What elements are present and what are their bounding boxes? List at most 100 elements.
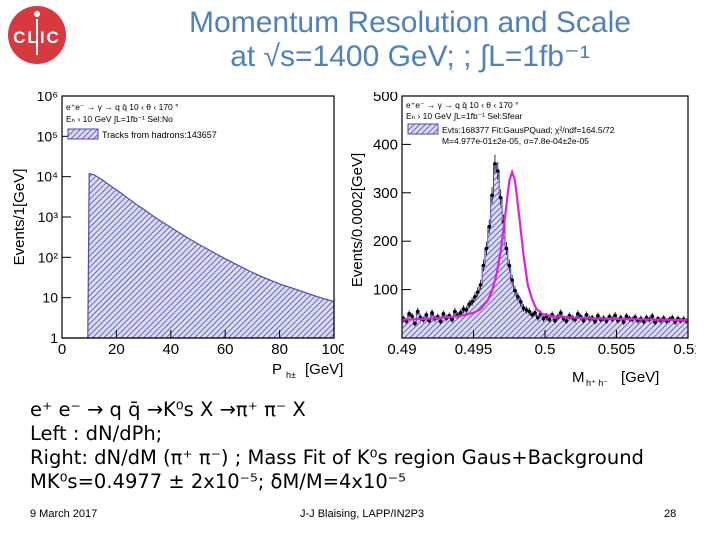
clic-logo: CLIC [8, 6, 66, 64]
left-x-axis-label: P h± [GeV] [272, 361, 343, 380]
mass-data-point [504, 246, 509, 251]
mass-data-point [596, 313, 600, 318]
mass-data-point [581, 318, 586, 323]
left-x-tick-label: 40 [162, 341, 179, 358]
left-axes: 0 20 40 60 80 100 1 10 10² 10³ 10⁴ 10⁵ 10⁶ [36, 92, 344, 358]
body-line-left: Left : dN/dPh; [30, 422, 163, 445]
left-y-axis-label: Events/1[GeV] [11, 169, 28, 266]
svg-text:h±: h± [286, 370, 296, 380]
left-plot-area [62, 172, 335, 339]
mass-data-point [450, 317, 454, 322]
mass-data-point [558, 311, 563, 315]
mass-data-point [593, 319, 597, 324]
gaus-fit-curve [401, 168, 689, 322]
mass-data-point [576, 312, 580, 316]
footer-date: 9 March 2017 [30, 508, 98, 520]
svg-text:[GeV]: [GeV] [621, 369, 659, 386]
right-y-tick-label: 400 [373, 136, 398, 153]
logo-text: CLIC [13, 28, 61, 47]
mass-data-point [424, 312, 429, 317]
mass-data-point [510, 278, 514, 282]
mass-data-point [513, 288, 517, 293]
mass-data-point [650, 314, 655, 319]
right-axes: 0.49 0.495 0.5 0.505 0.51 100 200 300 400 500 [373, 92, 696, 358]
svg-text:h⁺ h⁻: h⁺ h⁻ [586, 378, 608, 388]
left-x-tick-label: 60 [217, 341, 234, 358]
left-y-tick-label: 10 [42, 290, 58, 306]
footer-page-number: 28 [664, 508, 677, 520]
right-x-tick-label: 0.505 [598, 341, 636, 358]
left-y-tick-label: 10⁴ [36, 169, 58, 185]
right-x-tick-label: 0.49 [387, 341, 416, 358]
mass-data-point [453, 309, 457, 314]
logo-dot [34, 11, 40, 17]
body-line-mass: MK⁰s=0.4977 ± 2x10⁻⁵; δM/M=4x10⁻⁵ [30, 470, 406, 493]
left-x-tick-label: 0 [58, 341, 66, 358]
mass-data-point [413, 321, 417, 326]
svg-text:e⁺e⁻ → γ → q q̄ 10 ‹ θ ‹ 170 °: e⁺e⁻ → γ → q q̄ 10 ‹ θ ‹ 170 ° [66, 102, 179, 112]
svg-text:Tracks from hadrons:143657: Tracks from hadrons:143657 [102, 130, 217, 140]
right-frame-bg [402, 96, 688, 338]
right-legend: Evts:168377 Fit:GausPQuad; χ²/ndf=164.5/… [407, 123, 615, 146]
mass-data-point [553, 318, 557, 323]
body-line-right: Right: dN/dM (π⁺ π⁻) ; Mass Fit of K⁰s r… [30, 446, 644, 469]
mass-data-point [524, 308, 529, 312]
mass-data-point [516, 295, 520, 299]
mass-data-point [458, 311, 463, 315]
mass-data-point [467, 302, 472, 306]
mass-data-point [475, 290, 480, 294]
right-y-axis-label: Events/0.0002[GeV] [349, 153, 366, 287]
right-y-tick-label: 100 [373, 282, 398, 299]
left-x-tick-label: 80 [271, 341, 288, 358]
right-y-tick-label: 500 [373, 92, 398, 105]
momentum-distribution-area [62, 172, 335, 339]
mass-data-point [498, 195, 503, 200]
right-x-axis-label: M h⁺ h⁻ [GeV] [572, 369, 659, 388]
mass-data-point [496, 169, 500, 173]
left-y-tick-label: 1 [50, 330, 58, 346]
mass-data-point [464, 308, 469, 312]
mass-data-point [490, 193, 494, 198]
svg-text:e⁺e⁻ → γ → q q̄ 10 ‹ θ ‹ 170 °: e⁺e⁻ → γ → q q̄ 10 ‹ θ ‹ 170 ° [406, 100, 519, 110]
mass-data-point [441, 312, 446, 316]
mass-data-point [438, 319, 443, 324]
mass-data-point [407, 312, 411, 316]
mass-data-point [430, 311, 434, 315]
mass-data-point [530, 312, 534, 317]
title-line-1: Momentum Resolution and Scale [189, 6, 631, 39]
left-y-tick-label: 10³ [38, 209, 59, 225]
slide-body: e⁺ e⁻ → q q̄ →K⁰s X →π⁺ π⁻ X Left : dN/d… [30, 398, 710, 494]
svg-text:[GeV]: [GeV] [305, 361, 343, 378]
mass-data-point [670, 315, 675, 320]
mass-data-point [536, 315, 540, 320]
mass-data-point [624, 314, 629, 319]
mass-data-point [493, 161, 497, 166]
mass-data-point [527, 309, 532, 314]
mass-data-point [621, 320, 626, 324]
right-x-tick-label: 0.5 [535, 341, 556, 358]
slide-title: Momentum Resolution and Scale at √s=1400… [120, 6, 700, 74]
right-y-tick-label: 200 [373, 233, 398, 250]
mass-data-point [673, 320, 677, 324]
svg-text:Eₕ › 10 GeV ∫L=1fb⁻¹ Sel:Sfea: Eₕ › 10 GeV ∫L=1fb⁻¹ Sel:Sfear [406, 111, 522, 121]
mass-data-point [564, 319, 569, 323]
svg-text:M: M [572, 369, 585, 386]
mass-data-point [604, 319, 609, 323]
mass-data-point [461, 307, 466, 311]
body-line-reaction: e⁺ e⁻ → q q̄ →K⁰s X →π⁺ π⁻ X [30, 398, 306, 421]
mass-data-point [487, 224, 492, 229]
mass-data-point [541, 316, 546, 321]
left-stats-box: e⁺e⁻ → γ → q q̄ 10 ‹ θ ‹ 170 ° Eₕ › 10 G… [66, 102, 179, 124]
left-x-tick-label: 100 [321, 341, 344, 358]
svg-text:Evts:168377 Fit:GausPQuad; χ²/: Evts:168377 Fit:GausPQuad; χ²/ndf=164.5/… [442, 125, 615, 135]
right-x-tick-label: 0.51 [673, 341, 696, 358]
right-x-tick-label: 0.495 [455, 341, 493, 358]
mass-fit-histogram: 0.49 0.495 0.5 0.505 0.51 100 200 300 400 500 Eve… [349, 92, 696, 388]
right-y-tick-label: 300 [373, 185, 398, 202]
left-legend: Tracks from hadrons:143657 [67, 128, 217, 140]
svg-text:P: P [272, 361, 282, 378]
left-y-tick-label: 10² [38, 249, 59, 265]
mass-data-point [518, 299, 523, 304]
mass-data-point [415, 309, 420, 314]
right-plot-area [401, 154, 689, 339]
